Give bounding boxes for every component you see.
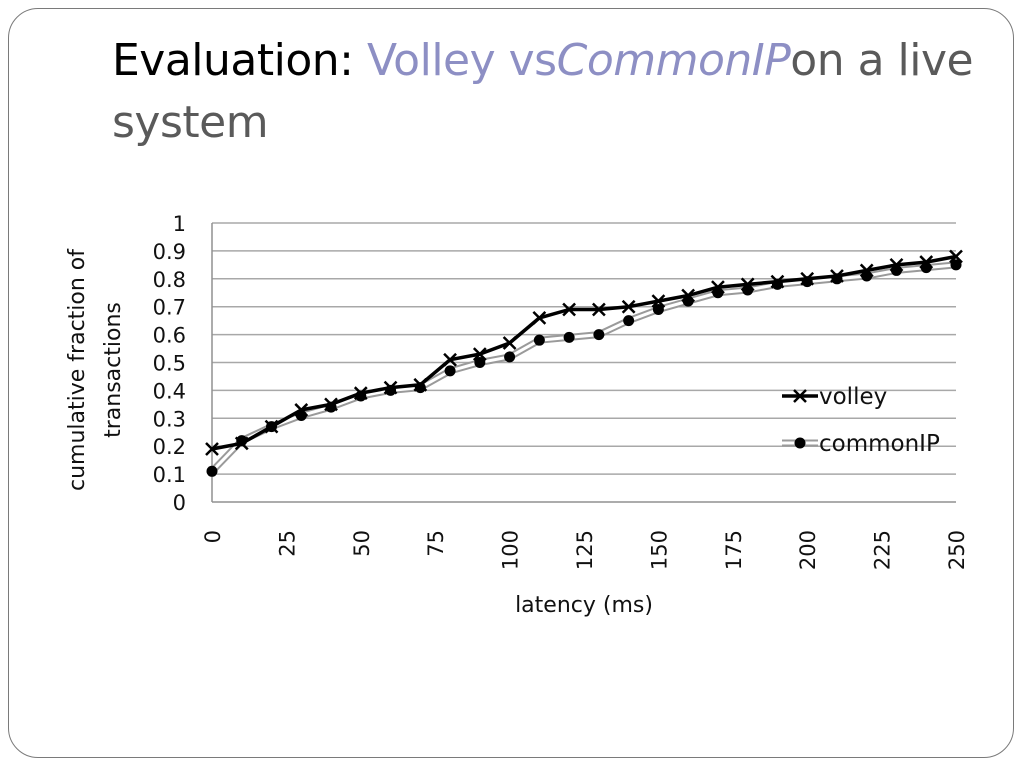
volley-point [324, 397, 338, 412]
y-tick-label: 0.9 [153, 240, 186, 264]
slide-frame [8, 8, 1014, 758]
legend-label-volley: volley [819, 384, 887, 410]
commonip-point [206, 465, 218, 477]
volley-point [711, 280, 725, 295]
volley-point [532, 310, 547, 325]
volley-point [859, 263, 874, 278]
x-tick-label: 0 [201, 530, 225, 543]
series-volley-line [211, 254, 957, 451]
volley-point [681, 288, 696, 303]
x-tick-label: 175 [722, 530, 746, 570]
y-tick-label: 1 [173, 212, 186, 236]
commonip-point [652, 303, 664, 315]
volley-point [889, 257, 904, 272]
commonip-point [623, 315, 635, 327]
volley-point [621, 299, 636, 314]
title-accent: Volley vs [366, 35, 557, 86]
volley-point [205, 442, 219, 456]
y-tick-label: 0.7 [153, 296, 186, 320]
x-axis-label: latency (ms) [515, 593, 653, 618]
legend-volley-marker [793, 389, 807, 403]
volley-point [353, 386, 368, 401]
volley-point [443, 352, 457, 367]
volley-point [651, 294, 666, 309]
title-rest: on a live system [112, 35, 974, 148]
commonip-point [533, 334, 545, 346]
commonip-point [504, 351, 516, 363]
volley-point [740, 277, 755, 292]
x-tick-label: 75 [424, 530, 448, 557]
y-axis-label-line2: transactions [101, 302, 126, 438]
x-tick-label: 100 [499, 530, 523, 570]
y-tick-label: 0 [173, 491, 186, 515]
commonip-point [950, 259, 962, 271]
commonip-point [444, 365, 456, 377]
y-tick-label: 0.8 [153, 268, 186, 292]
y-tick-label: 0.6 [153, 324, 186, 348]
volley-point [383, 380, 398, 395]
legend-label-commonip: commonIP [819, 431, 940, 457]
volley-point [294, 403, 309, 417]
y-axis-label-line1: cumulative fraction of [65, 248, 90, 491]
title-italic: CommonIP [556, 35, 791, 86]
x-tick-label: 250 [945, 530, 969, 570]
volley-point [502, 336, 517, 350]
commonip-point [474, 357, 486, 368]
volley-point [264, 419, 279, 434]
commonip-point [593, 329, 605, 341]
volley-point [472, 347, 487, 362]
volley-point [562, 302, 577, 317]
volley-point [770, 274, 785, 289]
volley-point [413, 377, 428, 392]
volley-point [800, 271, 815, 286]
y-tick-label: 0.3 [153, 407, 186, 431]
volley-point [830, 269, 844, 283]
commonip-point [563, 331, 575, 343]
legend-commonip-marker [794, 437, 806, 449]
x-tick-label: 25 [275, 530, 299, 557]
x-tick-label: 150 [647, 530, 671, 570]
y-tick-label: 0.5 [153, 352, 186, 376]
volley-point [949, 249, 963, 264]
volley-point [591, 302, 606, 317]
y-tick-label: 0.1 [153, 463, 186, 487]
x-tick-label: 125 [573, 530, 597, 570]
y-tick-label: 0.2 [153, 435, 186, 459]
x-tick-label: 50 [350, 530, 374, 557]
y-tick-label: 0.4 [153, 379, 186, 403]
title-part1: Evaluation: [112, 35, 367, 86]
slide-title: Evaluation: Volley vsCommonIPon a live s… [112, 30, 992, 154]
volley-point [234, 436, 249, 451]
x-tick-label: 225 [871, 530, 895, 570]
volley-point [919, 255, 934, 269]
x-tick-label: 200 [796, 530, 820, 570]
